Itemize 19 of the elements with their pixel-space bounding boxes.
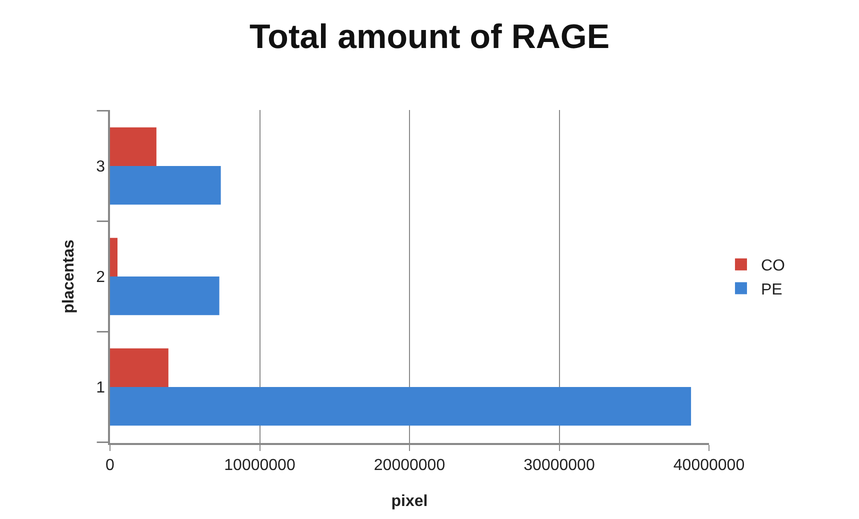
bar — [110, 348, 168, 387]
bar — [110, 127, 156, 166]
y-tick-label: 2 — [96, 269, 106, 286]
x-tick-label: 20000000 — [374, 456, 446, 474]
bar — [110, 276, 220, 316]
y-tick-label: 3 — [96, 158, 106, 176]
bar — [110, 387, 692, 426]
y-tick-label: 1 — [96, 380, 106, 397]
x-tick-label: 40000000 — [673, 456, 745, 474]
y-axis-title: placentas — [60, 239, 78, 314]
chart-title: Total amount of RAGE — [249, 18, 610, 56]
x-tick-label: 10000000 — [224, 456, 296, 474]
legend-label: PE — [760, 281, 782, 298]
legend-label: CO — [760, 258, 785, 275]
x-tick-label: 30000000 — [524, 456, 595, 474]
bar — [110, 166, 221, 205]
x-axis-title: pixel — [391, 493, 428, 510]
bar — [110, 238, 118, 276]
x-tick-label: 0 — [106, 456, 115, 474]
